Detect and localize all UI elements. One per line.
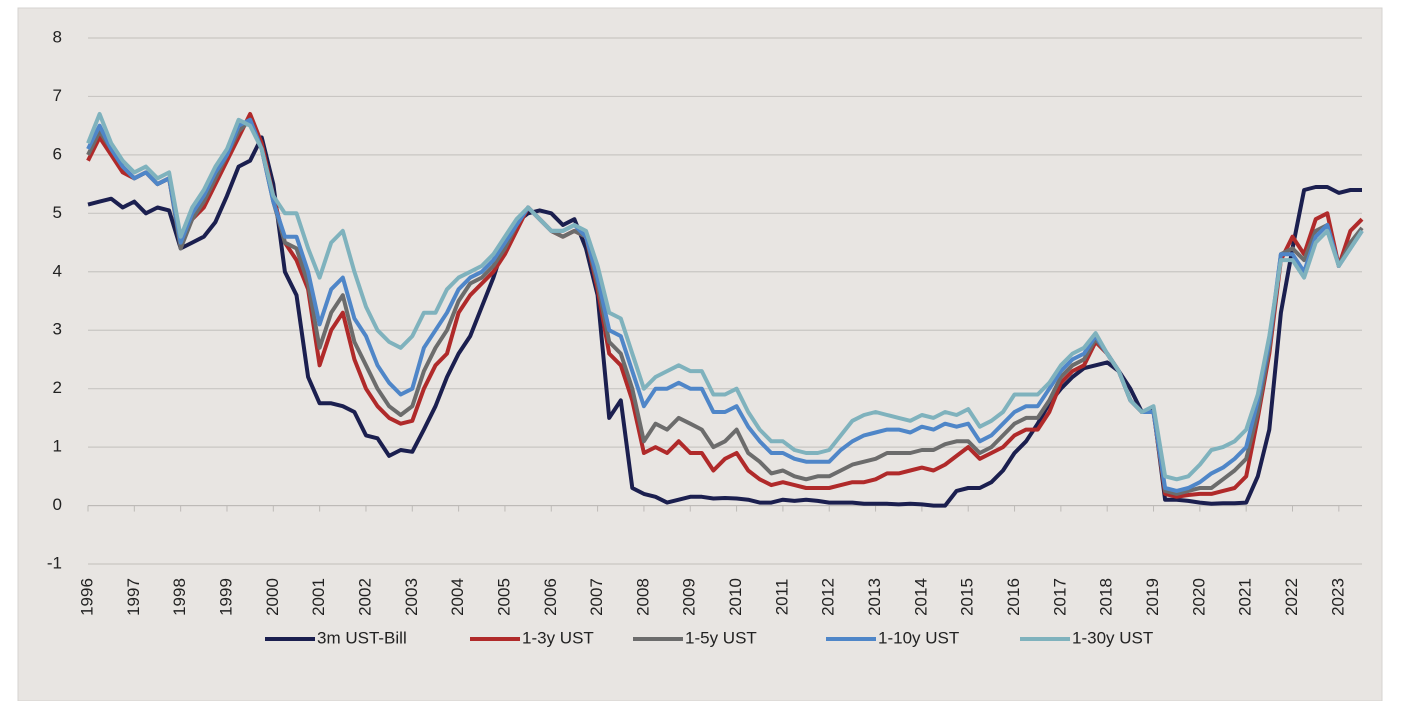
y-tick-label: 6: [53, 144, 62, 163]
x-tick-label: 2021: [1236, 578, 1255, 616]
x-tick-label: 1998: [170, 578, 189, 616]
x-tick-label: 2002: [355, 578, 374, 616]
x-tick-label: 2010: [726, 578, 745, 616]
x-tick-label: 2000: [263, 578, 282, 616]
y-tick-label: 5: [53, 203, 62, 222]
x-tick-label: 1999: [216, 578, 235, 616]
x-tick-label: 2005: [494, 578, 513, 616]
legend-label: 1-30y UST: [1072, 628, 1153, 647]
x-tick-label: 2015: [958, 578, 977, 616]
x-tick-label: 2004: [448, 578, 467, 616]
legend-label: 1-3y UST: [522, 628, 594, 647]
x-tick-label: 2014: [911, 578, 930, 616]
x-tick-label: 2017: [1050, 578, 1069, 616]
x-tick-label: 2009: [680, 578, 699, 616]
x-tick-label: 2003: [402, 578, 421, 616]
x-tick-label: 2018: [1097, 578, 1116, 616]
legend-label: 1-10y UST: [878, 628, 959, 647]
x-tick-label: 2006: [541, 578, 560, 616]
x-tick-label: 2016: [1004, 578, 1023, 616]
x-tick-label: 2007: [587, 578, 606, 616]
y-tick-label: 3: [53, 320, 62, 339]
x-tick-label: 2023: [1328, 578, 1347, 616]
x-tick-label: 2013: [865, 578, 884, 616]
y-tick-label: 8: [53, 27, 62, 46]
x-tick-label: 2012: [819, 578, 838, 616]
series-line: [86, 112, 1364, 482]
x-tick-label: 2022: [1282, 578, 1301, 616]
x-tick-label: 2020: [1189, 578, 1208, 616]
legend-label: 1-5y UST: [685, 628, 757, 647]
y-tick-label: 2: [53, 378, 62, 397]
x-tick-label: 2001: [309, 578, 328, 616]
x-tick-label: 2008: [633, 578, 652, 616]
y-tick-label: -1: [47, 553, 62, 572]
x-tick-label: 1996: [77, 578, 96, 616]
y-tick-label: 1: [53, 437, 62, 456]
series-line: [86, 117, 1364, 493]
y-tick-label: 0: [53, 495, 62, 514]
y-tick-label: 7: [53, 86, 62, 105]
x-tick-label: 1997: [124, 578, 143, 616]
x-tick-label: 2011: [772, 579, 791, 616]
y-tick-label: 4: [53, 261, 62, 280]
legend-label: 3m UST-Bill: [317, 628, 407, 647]
x-tick-label: 2019: [1143, 578, 1162, 616]
